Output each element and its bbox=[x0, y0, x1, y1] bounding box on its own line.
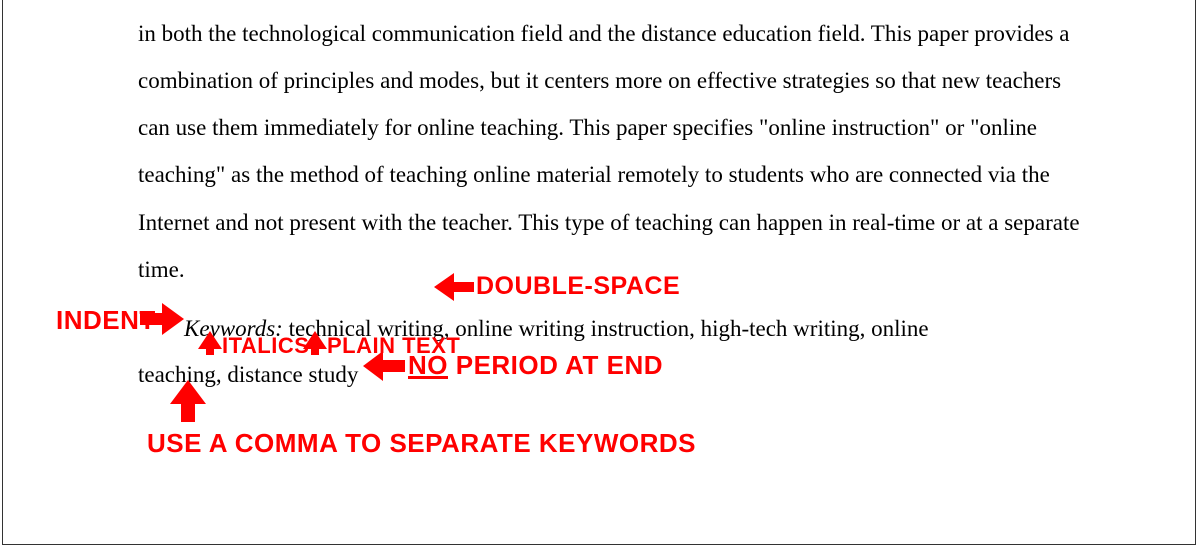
arrow-right-icon bbox=[140, 303, 184, 335]
annotation-italics: ITALICS bbox=[222, 333, 309, 359]
annotation-no-underline: NO bbox=[408, 350, 448, 380]
arrow-up-icon bbox=[170, 380, 206, 422]
annotation-no-period: NO PERIOD AT END bbox=[408, 350, 663, 381]
annotation-no-rest: PERIOD AT END bbox=[448, 350, 663, 380]
paragraph-text: in both the technological communication … bbox=[138, 10, 1098, 293]
arrow-left-icon bbox=[434, 273, 474, 301]
arrow-up-icon bbox=[198, 331, 222, 355]
arrow-left-icon bbox=[363, 351, 405, 381]
annotation-comma: USE A COMMA TO SEPARATE KEYWORDS bbox=[147, 428, 696, 459]
arrow-up-icon bbox=[303, 331, 327, 355]
annotation-double-space: DOUBLE-SPACE bbox=[476, 272, 680, 301]
